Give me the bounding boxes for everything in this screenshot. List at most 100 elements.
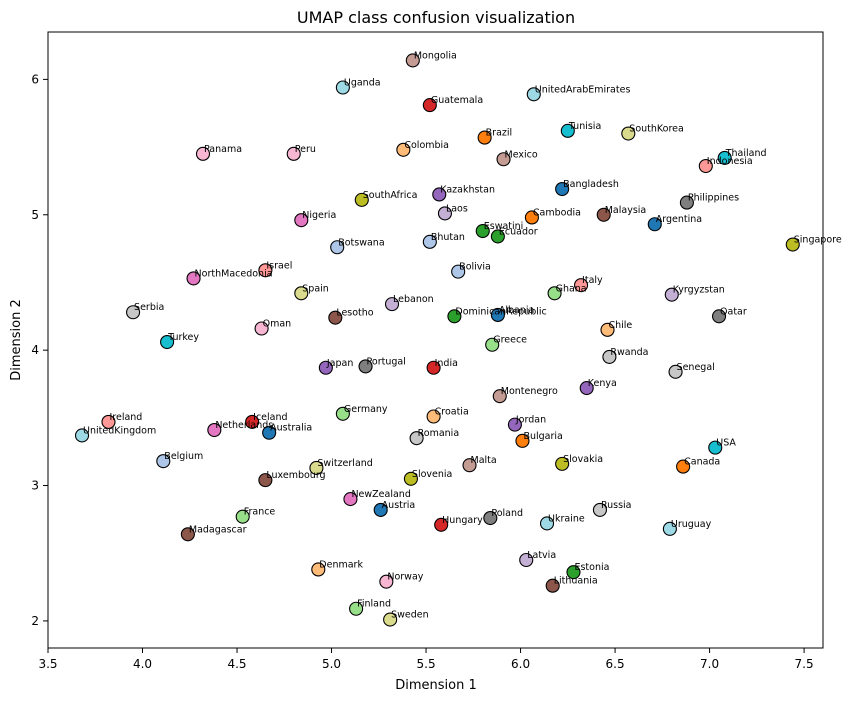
data-point	[258, 473, 273, 488]
y-axis-label: Dimension 2	[9, 299, 24, 381]
x-tick-label: 4.0	[133, 657, 152, 671]
point-label: UnitedKingdom	[83, 425, 156, 436]
point-label: Lithuania	[554, 576, 598, 587]
data-point	[126, 305, 141, 320]
data-point	[600, 322, 615, 337]
point-label: Eswatini	[484, 221, 524, 232]
point-label: Finland	[357, 599, 391, 610]
point-label: Chile	[609, 320, 633, 331]
point-label: Panama	[204, 144, 242, 155]
data-point	[195, 146, 211, 161]
data-point	[422, 234, 437, 249]
point-label: Montenegro	[501, 386, 558, 397]
point-label: Mexico	[505, 149, 538, 160]
point-label: Russia	[601, 500, 632, 511]
data-point	[496, 152, 511, 167]
data-point	[245, 414, 260, 429]
point-label: Lebanon	[393, 294, 434, 305]
point-label: Israel	[266, 260, 292, 271]
data-point	[396, 142, 411, 157]
data-point	[573, 278, 589, 293]
data-point	[262, 425, 277, 440]
data-point	[180, 527, 195, 542]
point-label: Kazakhstan	[440, 184, 495, 195]
point-label: Laos	[446, 203, 468, 214]
point-label: NorthMacedonia	[195, 268, 273, 279]
data-point	[318, 360, 333, 375]
point-label: Romania	[418, 428, 460, 439]
data-point	[545, 578, 560, 593]
point-label: Lesotho	[336, 308, 373, 319]
data-point	[434, 517, 449, 532]
point-label: Malaysia	[605, 205, 647, 216]
point-label: Singapore	[794, 235, 842, 246]
point-label: Slovakia	[563, 454, 603, 465]
data-point	[519, 552, 534, 568]
point-label: Ireland	[109, 412, 142, 423]
x-tick-label: 7.5	[795, 657, 814, 671]
point-label: Brazil	[486, 128, 513, 139]
data-point	[330, 240, 345, 255]
x-tick-label: 6.5	[606, 657, 625, 671]
data-point	[592, 502, 608, 517]
data-point	[403, 471, 418, 486]
data-point	[235, 509, 250, 524]
data-point	[349, 601, 364, 616]
data-point	[311, 562, 326, 577]
data-point	[477, 130, 492, 145]
point-label: Kenya	[588, 378, 617, 389]
data-point	[426, 409, 441, 424]
point-label: India	[435, 358, 458, 369]
point-label: DominicanRepublic	[455, 306, 546, 317]
data-point	[483, 510, 498, 526]
point-label: Poland	[491, 508, 523, 519]
point-label: Turkey	[167, 332, 199, 343]
point-label: Kyrgyzstan	[673, 285, 725, 296]
point-label: Jordan	[515, 415, 546, 426]
point-label: Italy	[582, 275, 603, 286]
data-point	[539, 516, 555, 531]
point-label: Iceland	[253, 412, 287, 423]
point-label: Luxembourg	[266, 470, 325, 481]
point-label: Ecuador	[499, 226, 538, 237]
point-label: Cambodia	[533, 207, 581, 218]
data-point	[711, 309, 727, 324]
x-tick-label: 6.0	[511, 657, 530, 671]
data-point	[708, 440, 723, 455]
plot-area	[47, 31, 824, 649]
point-label: Ghana	[556, 283, 587, 294]
data-point	[160, 334, 175, 350]
point-label: Greece	[493, 335, 527, 346]
data-point	[492, 389, 507, 404]
point-label: Uganda	[344, 78, 381, 89]
point-labels: Mongolia Uganda UnitedArabEmirates Guatemal…	[83, 50, 842, 620]
x-tick-label: 3.5	[38, 657, 57, 671]
y-tick-label: 5	[31, 208, 39, 222]
data-point	[475, 223, 490, 239]
point-label: Guatemala	[431, 95, 483, 106]
data-point	[383, 612, 398, 627]
point-label: Croatia	[435, 406, 469, 417]
point-label: Austria	[382, 500, 416, 511]
point-label: NewZealand	[351, 489, 410, 500]
x-axis-label: Dimension 1	[395, 678, 477, 693]
data-point	[354, 192, 369, 207]
data-point	[515, 433, 530, 448]
data-point	[379, 574, 394, 589]
point-label: Albania	[499, 305, 534, 316]
data-point	[490, 307, 505, 323]
point-label: Bhutan	[431, 232, 465, 243]
point-label: Portugal	[367, 356, 406, 367]
point-label: Tunisia	[568, 121, 601, 132]
y-tick-label: 3	[31, 479, 39, 493]
point-label: Hungary	[442, 515, 483, 526]
data-point	[717, 150, 732, 165]
point-label: Belgium	[164, 451, 203, 462]
point-label: Australia	[270, 423, 312, 434]
data-point	[74, 428, 90, 443]
data-point	[566, 565, 581, 580]
point-label: Sweden	[391, 610, 429, 621]
y-axis: 2 3 4 5 6	[31, 72, 48, 628]
point-label: Canada	[684, 457, 720, 468]
